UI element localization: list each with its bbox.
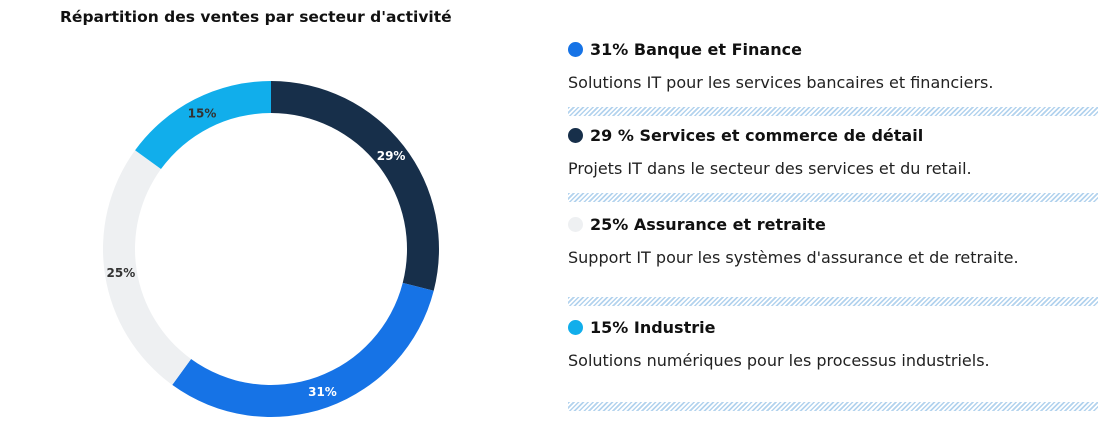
slice-value-label: 29%: [377, 149, 406, 163]
legend-dot-icon: [568, 128, 583, 143]
donut-slice: [172, 282, 434, 418]
legend-divider: [568, 193, 1098, 202]
legend-dot-icon: [568, 42, 583, 57]
donut-chart: 29% 31% 25% 15%: [103, 81, 439, 418]
legend-divider: [568, 402, 1098, 411]
legend-item-services-commerce: 29 % Services et commerce de détail Proj…: [568, 126, 1098, 178]
legend-description: Solutions numériques pour les processus …: [568, 351, 990, 370]
legend-dot-icon: [568, 217, 583, 232]
donut-slice: [135, 81, 271, 170]
legend-description: Support IT pour les systèmes d'assurance…: [568, 248, 1019, 267]
legend-divider: [568, 107, 1098, 116]
legend-item-assurance-retraite: 25% Assurance et retraite Support IT pou…: [568, 215, 1098, 267]
legend-description: Solutions IT pour les services bancaires…: [568, 73, 994, 92]
legend-heading: 31% Banque et Finance: [590, 40, 802, 59]
donut-slice: [271, 81, 439, 291]
legend-divider: [568, 297, 1098, 306]
legend-dot-icon: [568, 320, 583, 335]
slice-value-label: 15%: [188, 107, 217, 121]
legend-description: Projets IT dans le secteur des services …: [568, 159, 972, 178]
legend-item-industrie: 15% Industrie Solutions numériques pour …: [568, 318, 1098, 370]
legend-heading: 25% Assurance et retraite: [590, 215, 826, 234]
chart-title: Répartition des ventes par secteur d'act…: [60, 8, 452, 26]
legend-heading: 29 % Services et commerce de détail: [590, 126, 924, 145]
legend-heading: 15% Industrie: [590, 318, 716, 337]
donut-slice: [103, 150, 192, 385]
legend-item-banque-finance: 31% Banque et Finance Solutions IT pour …: [568, 40, 1098, 92]
slice-value-label: 31%: [308, 385, 337, 399]
slice-value-label: 25%: [107, 266, 136, 280]
